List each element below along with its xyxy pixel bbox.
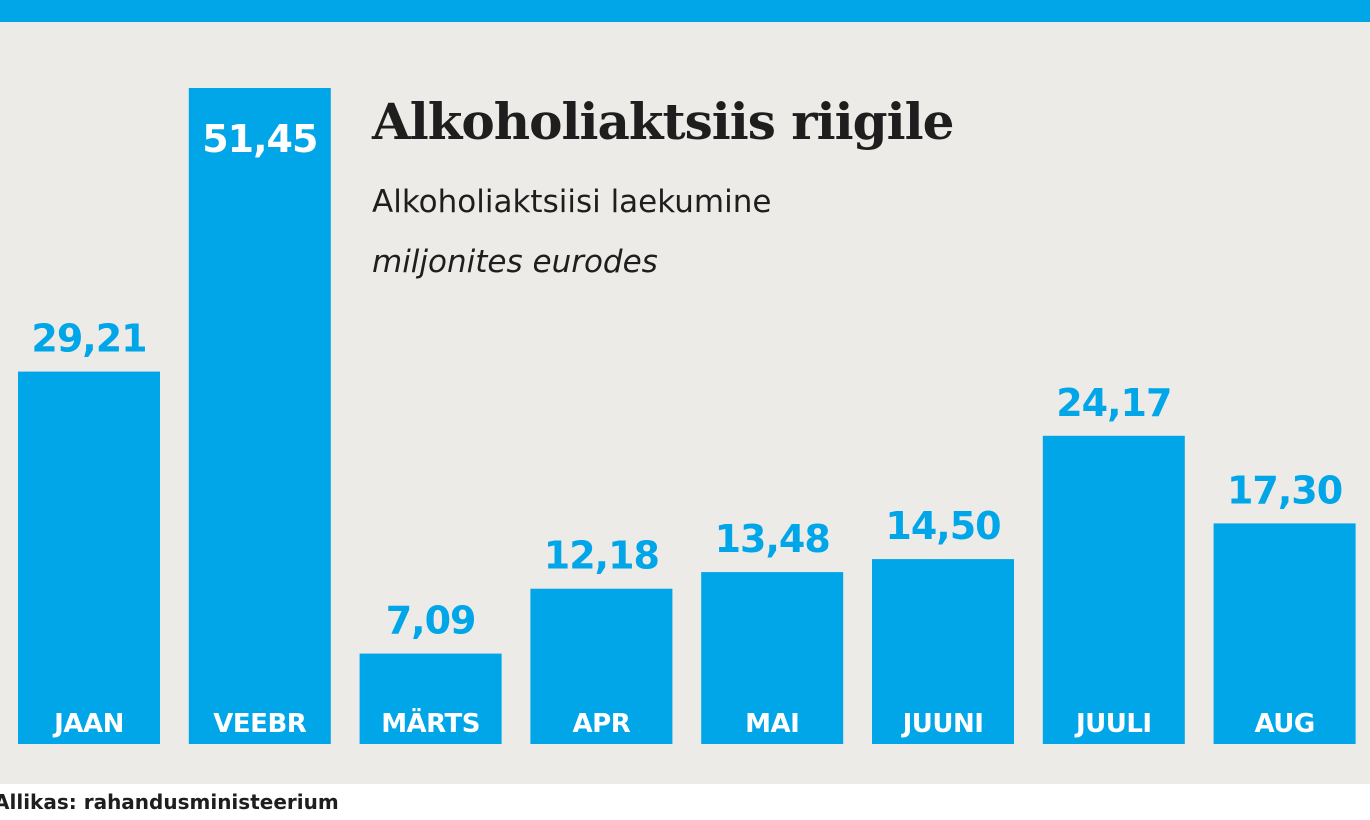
bar-jaan — [18, 371, 160, 744]
category-label: MAI — [745, 709, 799, 739]
category-label: JUULI — [1074, 709, 1152, 739]
bar-juuli — [1042, 435, 1185, 744]
bars-layer: 29,21 JAAN 51,45 VEEBR 7,09 MÄRTS 12,18 APR 13,4… — [18, 88, 1356, 744]
unit-label: miljonites eurodes — [372, 244, 658, 280]
value-label: 17,30 — [1227, 468, 1342, 512]
value-label: 24,17 — [1056, 381, 1171, 425]
category-label: VEEBR — [213, 709, 306, 739]
bar-mai — [701, 572, 844, 744]
chart-title: Alkoholiaktsiis riigile — [372, 92, 954, 151]
category-label: JUUNI — [901, 709, 984, 739]
value-label: 14,50 — [885, 504, 1000, 548]
bar-apr — [530, 588, 673, 744]
bar-juuni — [872, 559, 1014, 744]
value-label: 29,21 — [31, 317, 146, 361]
bar-märts — [359, 653, 502, 744]
value-label: 7,09 — [386, 599, 476, 643]
chart-subtitle: Alkoholiaktsiisi laekumine — [372, 184, 772, 220]
category-label: AUG — [1254, 709, 1314, 739]
bar-veebr — [188, 88, 331, 744]
category-label: APR — [573, 709, 631, 739]
top-accent-bar — [0, 0, 1370, 22]
category-label: JAAN — [52, 709, 124, 739]
value-label: 51,45 — [202, 117, 317, 161]
value-label: 13,48 — [715, 517, 830, 561]
bar-chart: 29,21 JAAN 51,45 VEEBR 7,09 MÄRTS 12,18 APR 13,4… — [18, 88, 1356, 744]
value-label: 12,18 — [544, 534, 659, 578]
source-note: Allikas: rahandusministeerium — [0, 790, 339, 814]
category-label: MÄRTS — [381, 707, 480, 739]
bar-aug — [1213, 523, 1356, 744]
